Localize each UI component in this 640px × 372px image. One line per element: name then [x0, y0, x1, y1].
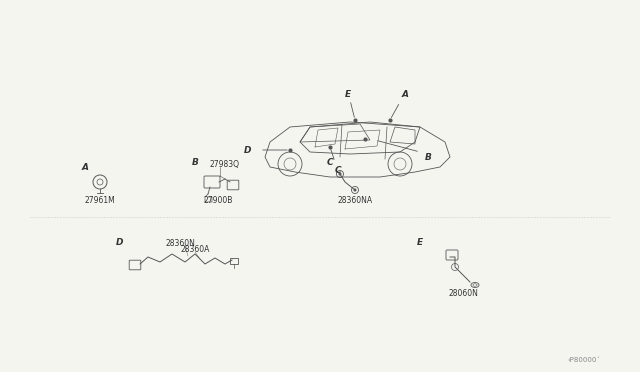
Text: B: B	[424, 153, 431, 161]
Text: 27961M: 27961M	[84, 196, 115, 205]
Text: 28360A: 28360A	[180, 246, 210, 254]
Text: 28360NA: 28360NA	[337, 196, 372, 205]
Text: D: D	[244, 145, 252, 154]
Text: E: E	[417, 237, 423, 247]
Text: A: A	[401, 90, 408, 99]
Text: C: C	[326, 157, 333, 167]
Text: E: E	[345, 90, 351, 99]
Text: A: A	[81, 163, 88, 171]
Text: 28060N: 28060N	[448, 289, 478, 298]
Text: 28360N: 28360N	[165, 240, 195, 248]
Text: 27900B: 27900B	[204, 196, 233, 205]
Text: ‹P80000´: ‹P80000´	[567, 357, 600, 363]
Bar	[230, 258, 238, 264]
Text: 27983Q: 27983Q	[210, 160, 240, 169]
Text: B: B	[191, 157, 198, 167]
Circle shape	[339, 173, 341, 175]
Text: D: D	[116, 237, 124, 247]
Text: C: C	[335, 166, 341, 174]
Circle shape	[354, 189, 356, 191]
